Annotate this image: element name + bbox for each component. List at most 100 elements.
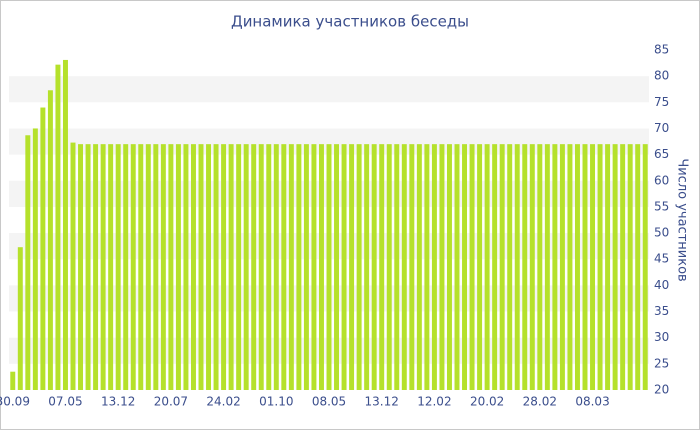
y-tick-label: 60 bbox=[654, 173, 669, 187]
y-tick-label: 35 bbox=[654, 304, 669, 318]
bar bbox=[364, 144, 370, 390]
bar bbox=[386, 144, 392, 390]
x-tick-label: 13.12 bbox=[101, 395, 135, 409]
bar bbox=[574, 144, 580, 390]
x-tick-label: 08.03 bbox=[575, 395, 609, 409]
bar bbox=[183, 144, 189, 390]
y-tick-label: 85 bbox=[654, 43, 669, 57]
bar bbox=[462, 144, 468, 390]
bar bbox=[379, 144, 385, 390]
x-tick-label: 20.02 bbox=[470, 395, 504, 409]
y-tick-label: 40 bbox=[654, 278, 669, 292]
bar bbox=[138, 144, 144, 390]
bar bbox=[62, 59, 68, 390]
y-tick-label: 45 bbox=[654, 252, 669, 266]
bar bbox=[416, 144, 422, 390]
bar bbox=[288, 144, 294, 390]
y-tick-label: 55 bbox=[654, 199, 669, 213]
bar bbox=[627, 144, 633, 390]
bar bbox=[605, 144, 611, 390]
bar bbox=[582, 144, 588, 390]
bar bbox=[537, 144, 543, 390]
bar bbox=[318, 144, 324, 390]
bar bbox=[160, 144, 166, 390]
bar bbox=[431, 144, 437, 390]
bar bbox=[341, 144, 347, 390]
y-tick-label: 65 bbox=[654, 147, 669, 161]
bar bbox=[168, 144, 174, 390]
bar bbox=[123, 144, 129, 390]
x-tick-label: 13.12 bbox=[365, 395, 399, 409]
bar bbox=[221, 144, 227, 390]
bar bbox=[251, 144, 257, 390]
bar bbox=[552, 144, 558, 390]
bar bbox=[454, 144, 460, 390]
bar bbox=[175, 144, 181, 390]
bar bbox=[612, 144, 618, 390]
bar bbox=[243, 144, 249, 390]
bar bbox=[198, 144, 204, 390]
bar bbox=[522, 144, 528, 390]
bar bbox=[25, 135, 31, 390]
bar bbox=[108, 144, 114, 390]
bar bbox=[296, 144, 302, 390]
bar bbox=[100, 144, 106, 390]
bar bbox=[590, 144, 596, 390]
bar bbox=[78, 144, 84, 390]
bar bbox=[228, 144, 234, 390]
bar bbox=[47, 90, 53, 391]
x-tick-label: 12.02 bbox=[417, 395, 451, 409]
bar bbox=[10, 371, 16, 390]
x-tick-label: 01.10 bbox=[259, 395, 293, 409]
bar bbox=[349, 144, 355, 390]
bar bbox=[567, 144, 573, 390]
chart-title: Динамика участников беседы bbox=[231, 13, 469, 31]
bar bbox=[130, 144, 136, 390]
y-axis-label: Число участников bbox=[675, 158, 690, 281]
bar bbox=[55, 64, 61, 391]
x-tick-label: 07.05 bbox=[48, 395, 82, 409]
bar bbox=[401, 144, 407, 390]
x-tick-label: 24.02 bbox=[206, 395, 240, 409]
x-tick-label: 08.05 bbox=[312, 395, 346, 409]
bar bbox=[326, 144, 332, 390]
bar bbox=[213, 144, 219, 390]
bar bbox=[190, 144, 196, 390]
bar bbox=[145, 144, 151, 390]
bar bbox=[484, 144, 490, 390]
bar bbox=[642, 144, 648, 390]
y-tick-label: 80 bbox=[654, 69, 669, 83]
x-tick-label: 20.07 bbox=[154, 395, 188, 409]
bar bbox=[409, 144, 415, 390]
bar bbox=[266, 144, 272, 390]
x-tick-label: 30.09 bbox=[0, 395, 30, 409]
bar bbox=[153, 144, 159, 390]
bar bbox=[93, 144, 99, 390]
bar bbox=[439, 144, 445, 390]
bar bbox=[258, 144, 264, 390]
bar bbox=[507, 144, 513, 390]
bar bbox=[334, 144, 340, 390]
bands bbox=[9, 76, 649, 364]
bar bbox=[514, 144, 520, 390]
y-tick-label: 50 bbox=[654, 226, 669, 240]
x-tick-label: 28.02 bbox=[523, 395, 557, 409]
bar bbox=[303, 144, 309, 390]
grid-band bbox=[9, 76, 649, 103]
bar bbox=[424, 144, 430, 390]
bar bbox=[70, 142, 76, 390]
bar bbox=[499, 144, 505, 390]
bar bbox=[371, 144, 377, 390]
bar bbox=[544, 144, 550, 390]
bar bbox=[311, 144, 317, 390]
bar bbox=[281, 144, 287, 390]
bar bbox=[40, 107, 46, 391]
bar bbox=[356, 144, 362, 390]
y-tick-label: 70 bbox=[654, 121, 669, 135]
bar bbox=[597, 144, 603, 390]
bar bbox=[492, 144, 498, 390]
bar bbox=[469, 144, 475, 390]
bar bbox=[85, 144, 91, 390]
bar bbox=[32, 128, 38, 390]
